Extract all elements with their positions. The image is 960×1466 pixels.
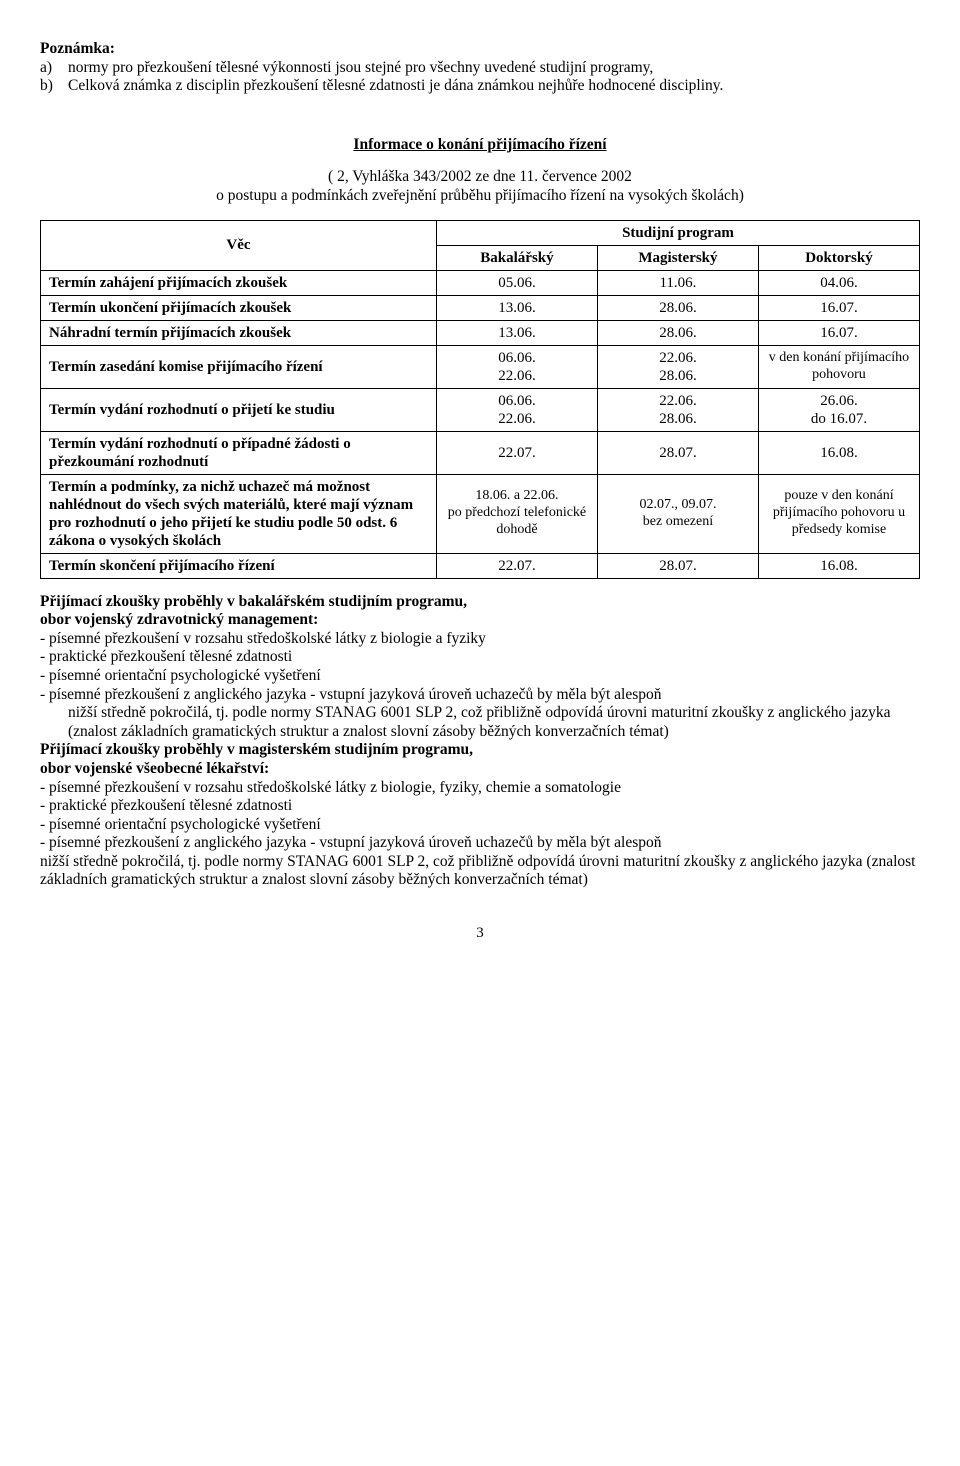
row-dok: 16.08. <box>758 553 919 578</box>
note-title: Poznámka: <box>40 40 920 59</box>
row-label: Termín zahájení přijímacích zkoušek <box>41 270 437 295</box>
th-mag: Magisterský <box>597 245 758 270</box>
bc-line-3: - písemné orientační psychologické vyšet… <box>40 667 920 686</box>
row-label: Termín zasedání komise přijímacího řízen… <box>41 345 437 388</box>
row-bak: 06.06.22.06. <box>436 388 597 431</box>
table-row: Termín ukončení přijímacích zkoušek13.06… <box>41 295 920 320</box>
bc-line-4: - písemné přezkoušení z anglického jazyk… <box>40 686 920 705</box>
row-label: Termín vydání rozhodnutí o přijetí ke st… <box>41 388 437 431</box>
note-b-text: Celková známka z disciplin přezkoušení t… <box>68 77 920 96</box>
th-dok: Doktorský <box>758 245 919 270</box>
th-bak: Bakalářský <box>436 245 597 270</box>
info-sub1: ( 2, Vyhláška 343/2002 ze dne 11. červen… <box>40 168 920 187</box>
table-row: Termín skončení přijímacího řízení22.07.… <box>41 553 920 578</box>
mgr-line-4: - písemné přezkoušení z anglického jazyk… <box>40 834 920 853</box>
bc-line-5: nižší středně pokročilá, tj. podle normy… <box>40 704 920 741</box>
row-mag: 28.07. <box>597 553 758 578</box>
note-item-a: a) normy pro přezkoušení tělesné výkonno… <box>40 59 920 78</box>
mgr-line-1: - písemné přezkoušení v rozsahu středošk… <box>40 779 920 798</box>
note-a-text: normy pro přezkoušení tělesné výkonnosti… <box>68 59 920 78</box>
row-label: Termín vydání rozhodnutí o případné žádo… <box>41 431 437 474</box>
row-mag: 22.06.28.06. <box>597 388 758 431</box>
table-row: Termín vydání rozhodnutí o případné žádo… <box>41 431 920 474</box>
mgr-heading-2: obor vojenské všeobecné lékařství: <box>40 760 920 779</box>
row-bak: 18.06. a 22.06.po předchozí telefonické … <box>436 474 597 553</box>
row-bak: 22.07. <box>436 553 597 578</box>
th-vec: Věc <box>41 220 437 270</box>
row-mag: 28.07. <box>597 431 758 474</box>
bc-line-2: - praktické přezkoušení tělesné zdatnost… <box>40 648 920 667</box>
row-dok: pouze v den konání přijímacího pohovoru … <box>758 474 919 553</box>
row-bak: 13.06. <box>436 295 597 320</box>
row-mag: 28.06. <box>597 295 758 320</box>
mgr-line-2: - praktické přezkoušení tělesné zdatnost… <box>40 797 920 816</box>
row-bak: 05.06. <box>436 270 597 295</box>
row-mag: 11.06. <box>597 270 758 295</box>
mgr-heading-1: Přijímací zkoušky proběhly v magisterské… <box>40 741 920 760</box>
info-heading: Informace o konání přijímacího řízení <box>40 136 920 155</box>
table-row: Termín zasedání komise přijímacího řízen… <box>41 345 920 388</box>
row-label: Termín skončení přijímacího řízení <box>41 553 437 578</box>
table-row: Termín zahájení přijímacích zkoušek05.06… <box>41 270 920 295</box>
row-label: Termín a podmínky, za nichž uchazeč má m… <box>41 474 437 553</box>
row-mag: 02.07., 09.07.bez omezení <box>597 474 758 553</box>
row-label: Termín ukončení přijímacích zkoušek <box>41 295 437 320</box>
table-row: Termín a podmínky, za nichž uchazeč má m… <box>41 474 920 553</box>
row-label: Náhradní termín přijímacích zkoušek <box>41 320 437 345</box>
row-dok: 16.07. <box>758 320 919 345</box>
table-header-row-1: Věc Studijní program <box>41 220 920 245</box>
mgr-line-3: - písemné orientační psychologické vyšet… <box>40 816 920 835</box>
bc-heading-2: obor vojenský zdravotnický management: <box>40 611 920 630</box>
row-dok: 04.06. <box>758 270 919 295</box>
mgr-line-5: nižší středně pokročilá, tj. podle normy… <box>40 853 920 890</box>
row-bak: 22.07. <box>436 431 597 474</box>
table-row: Náhradní termín přijímacích zkoušek13.06… <box>41 320 920 345</box>
row-bak: 06.06.22.06. <box>436 345 597 388</box>
row-dok: 16.08. <box>758 431 919 474</box>
note-a-marker: a) <box>40 59 68 78</box>
info-sub2: o postupu a podmínkách zveřejnění průběh… <box>40 187 920 206</box>
th-program: Studijní program <box>436 220 919 245</box>
row-dok: v den konání přijímacího pohovoru <box>758 345 919 388</box>
bc-heading-1: Přijímací zkoušky proběhly v bakalářském… <box>40 593 920 612</box>
bc-line-1: - písemné přezkoušení v rozsahu středošk… <box>40 630 920 649</box>
note-b-marker: b) <box>40 77 68 96</box>
table-row: Termín vydání rozhodnutí o přijetí ke st… <box>41 388 920 431</box>
row-mag: 28.06. <box>597 320 758 345</box>
terms-table: Věc Studijní program Bakalářský Magister… <box>40 220 920 579</box>
page-number: 3 <box>40 924 920 942</box>
row-dok: 26.06.do 16.07. <box>758 388 919 431</box>
row-bak: 13.06. <box>436 320 597 345</box>
note-item-b: b) Celková známka z disciplin přezkoušen… <box>40 77 920 96</box>
row-dok: 16.07. <box>758 295 919 320</box>
row-mag: 22.06.28.06. <box>597 345 758 388</box>
